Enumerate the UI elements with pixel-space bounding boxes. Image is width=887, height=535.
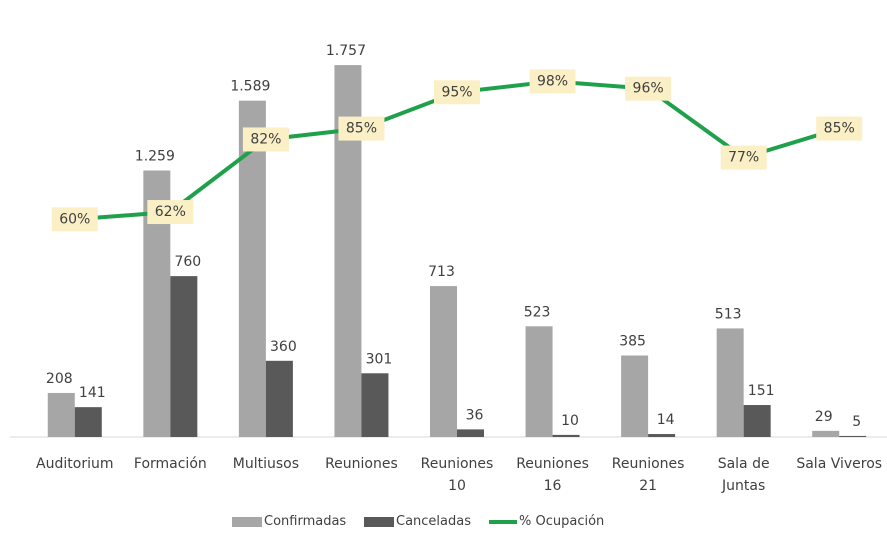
data-label: 513 bbox=[715, 306, 742, 322]
data-label: 85% bbox=[824, 121, 855, 137]
x-tick-label: Auditorium bbox=[36, 456, 114, 472]
legend-item: Canceladas bbox=[364, 514, 471, 529]
data-label: 360 bbox=[270, 339, 297, 355]
bar bbox=[716, 328, 744, 437]
data-label: 1.757 bbox=[326, 43, 366, 59]
data-label: 82% bbox=[250, 131, 281, 147]
bar bbox=[839, 435, 867, 437]
x-tick-label: Reuniones 21 bbox=[611, 456, 685, 494]
data-label: 60% bbox=[59, 211, 90, 227]
data-label: 77% bbox=[728, 150, 759, 166]
bar bbox=[525, 326, 553, 437]
data-label: 1.589 bbox=[230, 79, 270, 95]
bar bbox=[430, 286, 457, 437]
data-label: 760 bbox=[174, 254, 201, 270]
x-tick-label: Sala Viveros bbox=[796, 456, 883, 472]
data-label: 95% bbox=[441, 84, 472, 100]
bar bbox=[552, 434, 580, 437]
bar bbox=[170, 276, 198, 437]
legend-swatch bbox=[489, 519, 517, 524]
data-label: 301 bbox=[366, 351, 393, 367]
data-label: 151 bbox=[748, 383, 775, 399]
bar bbox=[812, 430, 840, 437]
x-tick-label: Reuniones 10 bbox=[420, 456, 494, 494]
label-bg bbox=[529, 69, 576, 94]
data-label: 10 bbox=[561, 413, 579, 429]
bar bbox=[621, 355, 649, 437]
bar bbox=[265, 360, 293, 437]
label-bg bbox=[625, 76, 672, 101]
x-tick-label: Multiusos bbox=[232, 456, 299, 472]
data-label: 713 bbox=[428, 264, 455, 280]
x-tick-label: Reuniones bbox=[325, 456, 398, 472]
data-label: 14 bbox=[657, 412, 675, 428]
bar bbox=[648, 434, 676, 437]
label-bg bbox=[816, 116, 863, 141]
data-label: 85% bbox=[346, 121, 377, 137]
label-bg bbox=[147, 200, 194, 225]
data-label: 98% bbox=[537, 73, 568, 89]
data-label: 523 bbox=[524, 304, 551, 320]
data-label: 62% bbox=[155, 204, 186, 220]
legend-item: Confirmadas bbox=[232, 514, 346, 529]
bar bbox=[361, 373, 389, 437]
legend-item: % Ocupación bbox=[489, 514, 604, 529]
legend-swatch bbox=[364, 516, 394, 527]
label-bg bbox=[51, 207, 98, 232]
bar bbox=[743, 405, 771, 437]
bar bbox=[457, 429, 484, 437]
legend-label: Canceladas bbox=[396, 514, 471, 529]
data-label: 141 bbox=[79, 385, 106, 401]
data-label: 208 bbox=[46, 371, 73, 387]
bar bbox=[74, 407, 102, 437]
label-bg bbox=[338, 116, 385, 141]
data-label: 385 bbox=[619, 334, 646, 350]
bar bbox=[47, 392, 75, 437]
x-tick-label: Formación bbox=[133, 456, 207, 472]
data-label: 5 bbox=[852, 414, 861, 430]
data-label: 1.259 bbox=[135, 149, 175, 165]
label-bg bbox=[434, 80, 480, 105]
x-tick-label: Reuniones 16 bbox=[516, 456, 589, 494]
data-label: 36 bbox=[466, 407, 484, 423]
label-bg bbox=[720, 145, 767, 170]
legend-label: Confirmadas bbox=[264, 514, 347, 529]
data-label: 96% bbox=[633, 81, 664, 97]
legend-label: % Ocupación bbox=[519, 514, 605, 529]
data-label: 29 bbox=[815, 409, 833, 425]
legend-swatch bbox=[232, 516, 262, 527]
label-bg bbox=[242, 127, 289, 152]
x-tick-label: Sala de Juntas bbox=[717, 456, 770, 494]
